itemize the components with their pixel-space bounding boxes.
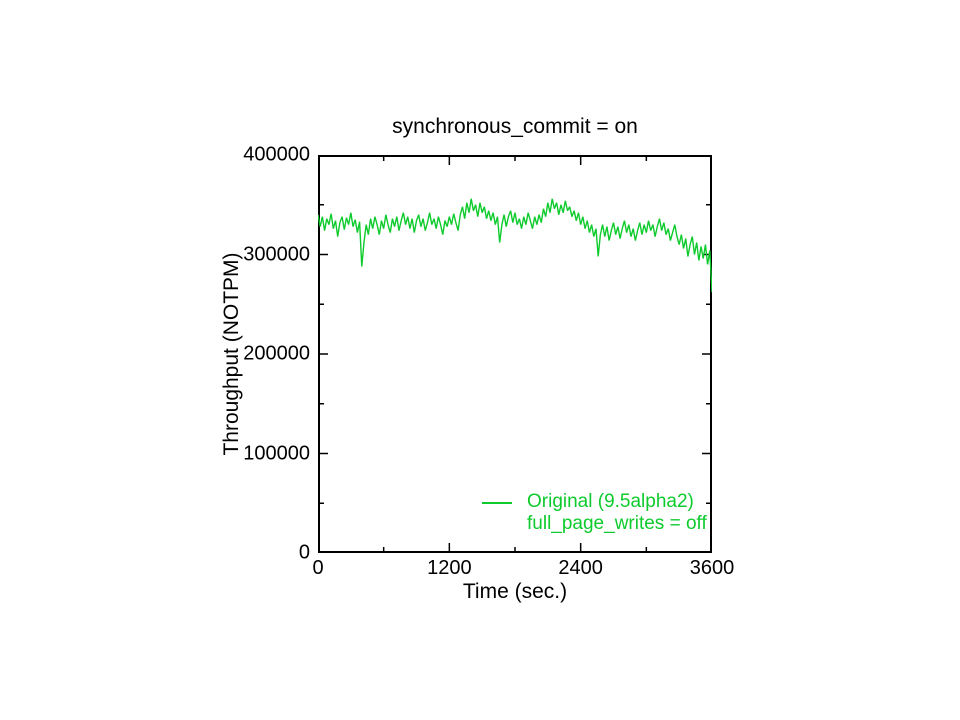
legend-series-subtitle: full_page_writes = off bbox=[527, 513, 707, 534]
series-line-throughput bbox=[318, 198, 712, 293]
plot-area bbox=[318, 155, 712, 553]
y-tick-label: 0 bbox=[298, 541, 310, 564]
y-tick-label: 200000 bbox=[243, 342, 310, 365]
axis-ticks bbox=[318, 155, 712, 553]
x-tick-label: 2400 bbox=[558, 557, 603, 579]
plot-border bbox=[318, 155, 712, 553]
chart-title: synchronous_commit = on bbox=[392, 115, 638, 138]
x-axis-tick-labels: 0 1200 2400 3600 bbox=[312, 557, 734, 583]
x-tick-label: 3600 bbox=[689, 557, 735, 579]
x-axis-title: Time (sec.) bbox=[462, 580, 568, 603]
legend-line-sample-icon bbox=[482, 502, 512, 504]
y-axis-tick-labels: 0 100000 200000 300000 400000 bbox=[150, 144, 310, 564]
y-tick-label: 100000 bbox=[243, 442, 310, 464]
legend-series-name: Original (9.5alpha2) bbox=[527, 491, 694, 512]
y-tick-label: 300000 bbox=[243, 243, 310, 265]
legend-text: Original (9.5alpha2) full_page_writes = … bbox=[527, 491, 707, 535]
x-tick-label: 1200 bbox=[427, 557, 472, 579]
x-tick-label: 0 bbox=[312, 557, 324, 579]
y-tick-label: 400000 bbox=[243, 143, 310, 166]
